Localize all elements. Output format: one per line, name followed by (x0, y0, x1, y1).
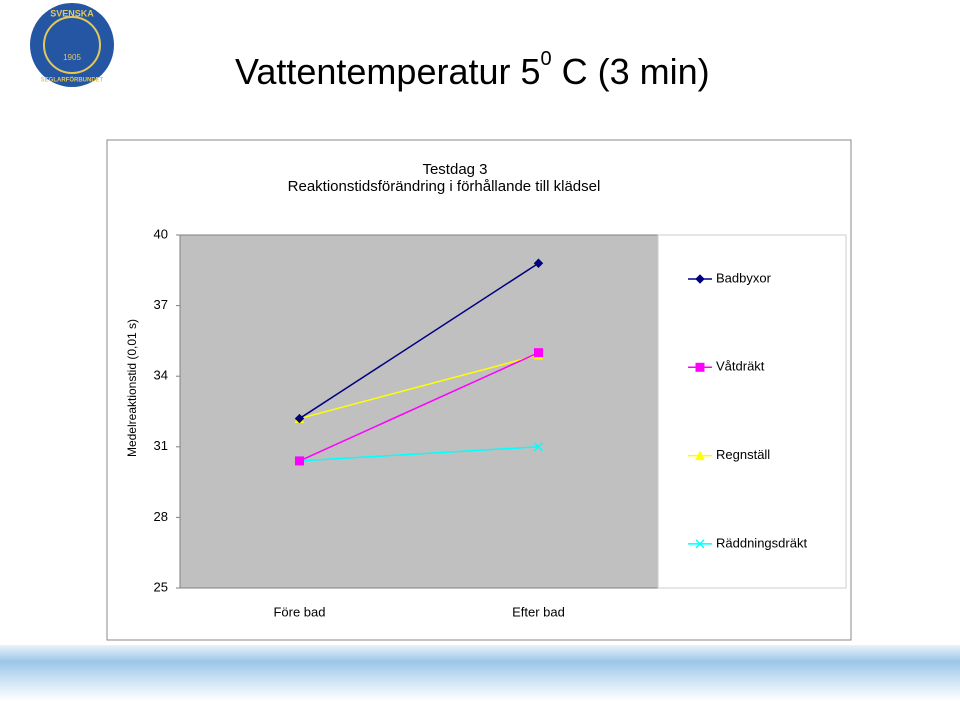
series-line (299, 354, 539, 420)
y-tick-label: 37 (154, 297, 168, 312)
series-line (299, 351, 539, 462)
slide-title-text: Vattentemperatur 5 (235, 51, 541, 92)
marker (295, 456, 304, 466)
legend-marker (695, 362, 705, 372)
series-line (299, 446, 539, 462)
y-tick-label: 40 (154, 226, 168, 241)
marker (533, 442, 544, 452)
legend-marker (695, 274, 705, 284)
logo-year: 1905 (63, 53, 81, 62)
slide-title-sup: 0 (541, 48, 552, 70)
plot-area (179, 234, 659, 589)
legend-label: Badbyxor (716, 270, 772, 285)
y-tick-label: 34 (154, 368, 168, 383)
y-tick-label: 31 (154, 438, 168, 453)
logo-top: SVENSKA (50, 8, 94, 18)
legend-label: Regnställ (716, 447, 770, 462)
legend-label: Våtdräkt (716, 359, 765, 374)
marker (294, 413, 305, 424)
marker (533, 258, 544, 268)
logo-bottom: SEGLARFÖRBUNDET (41, 77, 104, 84)
x-tick-label: Efter bad (512, 604, 565, 619)
legend-label: Räddningsdräkt (716, 535, 807, 550)
logo: SVENSKA SEGLARFÖRBUNDET 1905 (30, 3, 114, 87)
y-axis-title: Medelreaktionstid (0,01 s) (125, 319, 139, 457)
series-line (299, 262, 539, 420)
marker (534, 348, 543, 358)
y-tick-label: 25 (154, 579, 168, 594)
chart-subtitle: Reaktionstidsförändring i förhållande ti… (288, 178, 601, 195)
y-tick-label: 28 (154, 509, 168, 524)
chart-title: Testdag 3 (422, 161, 487, 178)
water-decoration (0, 645, 960, 701)
legend-marker (695, 450, 705, 461)
x-tick-label: Före bad (273, 604, 325, 619)
slide-title-rest: C (3 min) (552, 51, 710, 92)
logo-ring (43, 16, 101, 74)
legend (657, 234, 847, 589)
logo-circle (30, 3, 114, 87)
legend-marker (695, 539, 705, 549)
slide-title: Vattentemperatur 50 C (3 min) (235, 48, 710, 91)
